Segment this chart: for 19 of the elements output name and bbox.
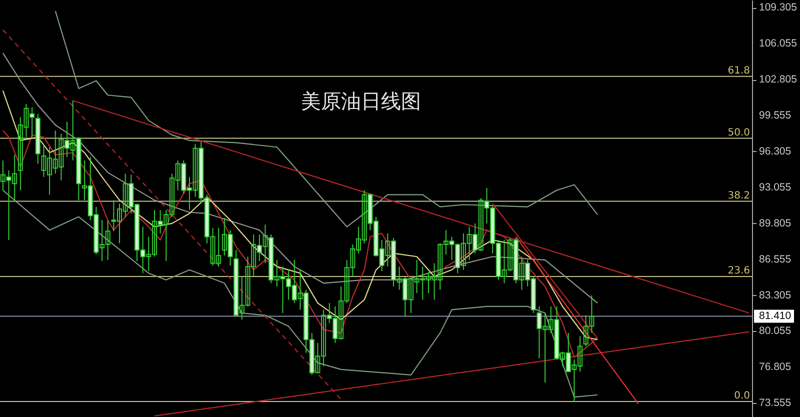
y-tick-label: 102.805 — [759, 74, 798, 86]
y-tick-label: 86.555 — [759, 253, 792, 266]
y-tick-label: 80.055 — [759, 325, 792, 338]
y-tick-label: 83.305 — [759, 289, 792, 302]
annotation: 23.6 — [728, 266, 750, 277]
annotation: 0.0 — [734, 390, 750, 402]
y-tick-label: 73.555 — [759, 397, 792, 410]
y-tick-label: 76.805 — [759, 361, 792, 374]
y-tick-label: 109.305 — [759, 2, 798, 14]
annotation: 61.8 — [728, 65, 750, 76]
y-tick-label: 99.555 — [759, 110, 792, 122]
text: 美原油日线图 — [300, 89, 421, 113]
annotation: 50.0 — [728, 127, 750, 138]
annotation: 38.2 — [728, 190, 750, 202]
y-tick-label: 96.305 — [759, 145, 792, 158]
y-tick-label: 93.055 — [759, 181, 792, 194]
y-tick-label: 106.055 — [759, 38, 798, 50]
y-tick-label: 81.410 — [759, 310, 792, 322]
y-tick-label: 89.805 — [759, 217, 792, 230]
